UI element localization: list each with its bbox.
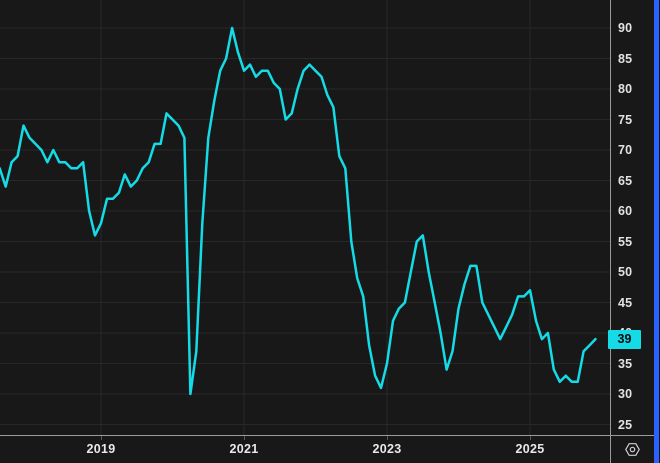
horizontal-gridlines [0, 27, 610, 425]
x-axis-label: 2019 [86, 442, 116, 456]
vertical-gridlines [100, 0, 531, 435]
x-axis-tick [101, 436, 102, 440]
x-axis-tick [530, 436, 531, 440]
axis-corner [610, 435, 654, 463]
y-axis-label: 55 [618, 234, 633, 249]
x-axis-label: 2025 [515, 442, 545, 456]
y-axis-label: 70 [618, 143, 633, 157]
y-axis-label: 50 [618, 265, 633, 279]
settings-dot [629, 446, 636, 453]
x-axis-tick [387, 436, 388, 440]
time-axis[interactable]: 2019 2021 2023 2025 [0, 435, 610, 463]
y-axis-label: 60 [618, 204, 633, 218]
y-axis-label: 30 [618, 387, 633, 401]
y-axis-label: 90 [618, 21, 633, 35]
last-price-badge: 39 [608, 329, 641, 349]
price-scale-settings-icon[interactable] [624, 441, 641, 458]
x-axis-tick [244, 436, 245, 440]
y-axis-label: 75 [618, 112, 633, 127]
series-line [0, 26, 597, 396]
y-axis-label: 35 [618, 356, 633, 371]
x-axis-label: 2023 [372, 442, 402, 456]
x-axis-label: 2021 [229, 442, 259, 456]
y-axis-label: 45 [618, 295, 633, 310]
price-line-chart [0, 0, 610, 435]
right-edge-accent [654, 0, 659, 463]
price-axis[interactable]: 39 9085807570656055504540353025 [608, 0, 654, 435]
chart-canvas[interactable] [0, 0, 610, 435]
y-axis-label: 80 [618, 82, 633, 96]
y-axis-label: 65 [618, 173, 633, 188]
y-axis-label: 85 [618, 51, 633, 66]
y-axis-label: 25 [618, 417, 633, 432]
